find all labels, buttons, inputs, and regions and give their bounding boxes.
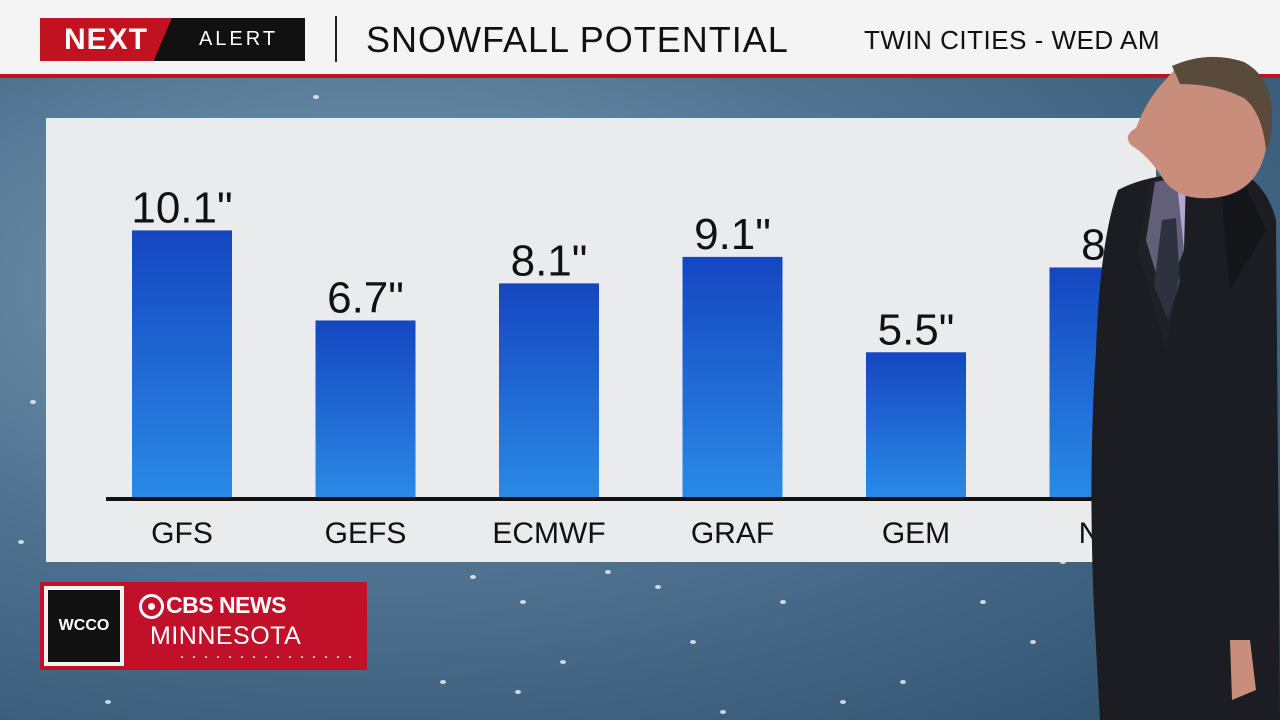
snowflake [520, 600, 526, 604]
bar-graf [682, 256, 783, 498]
banner-divider [335, 16, 337, 62]
region-name: MINNESOTA [150, 622, 302, 650]
snowflake [18, 540, 24, 544]
snowflake [440, 680, 446, 684]
value-label: 6.7" [327, 273, 404, 322]
value-label: 5.5" [878, 305, 955, 354]
top-banner: NEXT ALERT SNOWFALL POTENTIAL TWIN CITIE… [0, 0, 1280, 78]
snowflake [1060, 560, 1066, 564]
network-name: CBS NEWS [166, 592, 286, 618]
bug-dotted-rule [176, 656, 356, 658]
snowflake [313, 95, 319, 99]
snowflake [30, 400, 36, 404]
wcco-logo: WCCO [44, 586, 124, 666]
snowflake [105, 700, 111, 704]
chart-panel: 10.1" GFS 6.7" GEFS 8.1" ECMWF 9.1" GRAF 5.5" GEM… [46, 118, 1156, 562]
snowflake [560, 660, 566, 664]
graphic-title: SNOWFALL POTENTIAL [366, 19, 789, 60]
bar-ecmwf [499, 283, 599, 498]
station-bug: WCCO CBS NEWS MINNESOTA [40, 582, 367, 670]
snowflake [780, 600, 786, 604]
snowflake [720, 710, 726, 714]
cbs-eye-icon [139, 594, 164, 619]
bar-gfs [132, 230, 232, 498]
logo-next-text: NEXT [40, 18, 172, 61]
graphic-location: TWIN CITIES - WED AM [864, 25, 1160, 55]
category-label: GFS [151, 517, 213, 550]
value-label: 9.1" [694, 210, 771, 259]
snowflake [900, 680, 906, 684]
snowflake [515, 690, 521, 694]
value-label: 10.1" [131, 183, 232, 232]
next-alert-logo: NEXT ALERT [40, 18, 305, 61]
value-label: 8.1" [511, 236, 588, 285]
category-label: GEFS [325, 517, 407, 550]
snowflake [470, 575, 476, 579]
category-label: ECMWF [492, 517, 605, 550]
logo-alert-text: ALERT [154, 18, 305, 61]
bar-gefs [315, 320, 416, 498]
snowflake [980, 600, 986, 604]
presenter-figure [1091, 56, 1280, 720]
snowflake [605, 570, 611, 574]
category-label: GRAF [691, 517, 774, 550]
category-label: GEM [882, 517, 950, 550]
snowfall-bar-chart: 10.1" GFS 6.7" GEFS 8.1" ECMWF 9.1" GRAF 5.5" GEM… [106, 183, 1156, 550]
snowflake [690, 640, 696, 644]
snowflake [1030, 640, 1036, 644]
snowflake [840, 700, 846, 704]
bar-gem [866, 352, 966, 498]
snowflake [655, 585, 661, 589]
